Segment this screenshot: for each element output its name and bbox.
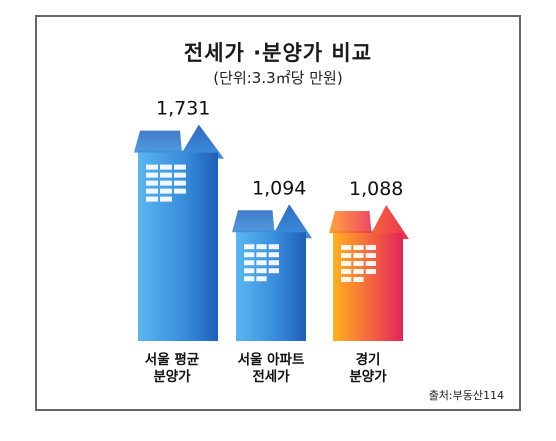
source-note: 출처:부동산114 bbox=[428, 389, 504, 402]
bar-windows-3 bbox=[341, 245, 376, 282]
bar-house-2 bbox=[232, 204, 312, 341]
category-label-1-line-1: 서울 평균 bbox=[145, 351, 200, 368]
value-label-1: 1,731 bbox=[156, 98, 210, 120]
bar-windows-2 bbox=[244, 244, 279, 282]
bar-house-1 bbox=[134, 124, 224, 341]
value-label-3: 1,088 bbox=[349, 178, 403, 200]
category-label-3-line-1: 경기 bbox=[356, 351, 381, 368]
bar-windows-1 bbox=[146, 164, 186, 202]
chart-frame bbox=[35, 15, 521, 411]
bar-house-3 bbox=[329, 205, 409, 341]
category-label-3-line-2: 분양가 bbox=[349, 369, 387, 385]
chart-subtitle: (단위:3.3㎡당 만원) bbox=[213, 69, 343, 87]
category-label-2-line-2: 전세가 bbox=[252, 368, 290, 385]
value-label-2: 1,094 bbox=[252, 177, 306, 199]
category-label-2-line-1: 서울 아파트 bbox=[238, 351, 305, 368]
category-label-1-line-2: 분양가 bbox=[153, 369, 191, 385]
chart-title: 전세가 ·분양가 비교 bbox=[183, 41, 373, 65]
